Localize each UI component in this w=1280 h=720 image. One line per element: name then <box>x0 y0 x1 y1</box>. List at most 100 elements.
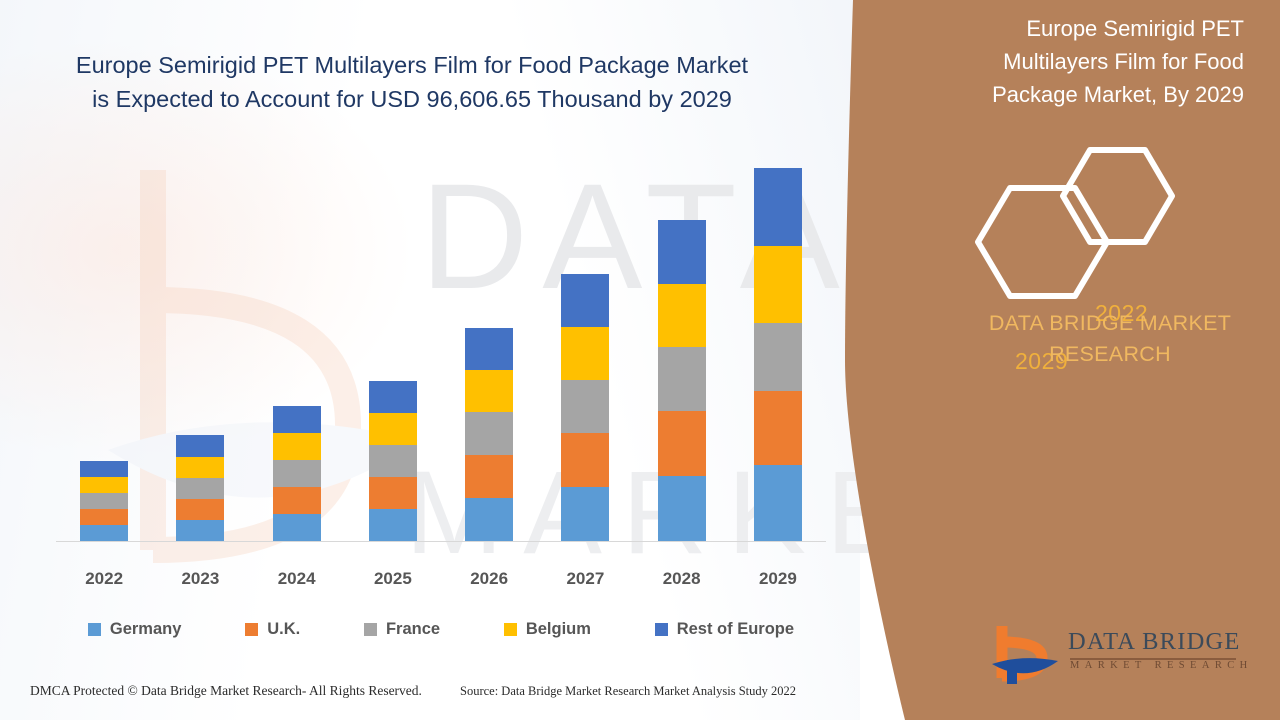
chart-legend: Germany U.K. France Belgium Rest of Europe <box>56 614 826 644</box>
bar-segment <box>272 433 321 460</box>
bar-segment <box>272 487 321 514</box>
bar-segment <box>176 435 225 457</box>
hexagon-group: 2022 2029 <box>940 130 1280 374</box>
bar-segment <box>368 445 417 477</box>
bar-segment <box>657 411 706 476</box>
legend-label: Germany <box>109 619 182 638</box>
bar-segment <box>753 246 802 323</box>
bar-segment <box>657 284 706 347</box>
legend-item[interactable]: Germany <box>87 619 182 639</box>
bar-segment <box>561 327 610 380</box>
data-bridge-logo-icon <box>992 626 1058 684</box>
logo-divider <box>1070 658 1236 660</box>
x-axis-label: 2028 <box>662 569 701 588</box>
stacked-bar-chart <box>56 150 826 562</box>
bar-segment <box>176 520 225 541</box>
hexagon-label-front: 2022 <box>1095 300 1149 326</box>
stacked-bar <box>465 328 514 541</box>
bar-segment <box>561 487 610 541</box>
x-axis-label: 2026 <box>470 569 509 588</box>
stacked-bar <box>272 406 321 541</box>
bar-segment <box>753 465 802 541</box>
x-axis-label: 2024 <box>277 569 316 588</box>
chart-bars <box>56 150 826 541</box>
panel-title-line-1: Europe Semirigid PET <box>1026 16 1244 41</box>
bar-column <box>640 220 724 541</box>
x-axis-label: 2022 <box>85 569 124 588</box>
x-axis-label: 2025 <box>373 569 412 588</box>
bar-segment <box>272 406 321 433</box>
page-title: Europe Semirigid PET Multilayers Film fo… <box>0 48 824 116</box>
bar-segment <box>753 168 802 246</box>
legend-swatch-icon <box>87 622 101 636</box>
bar-segment <box>465 412 514 455</box>
stacked-bar <box>80 461 129 541</box>
dmca-notice: DMCA Protected © Data Bridge Market Rese… <box>30 683 422 698</box>
bar-column <box>736 168 820 541</box>
x-axis-label: 2029 <box>758 569 797 588</box>
x-axis-label: 2023 <box>181 569 220 588</box>
stacked-bar <box>368 381 417 541</box>
bar-column <box>351 381 435 541</box>
stacked-bar <box>561 274 610 541</box>
bar-segment <box>465 328 514 370</box>
x-axis-line <box>56 541 826 542</box>
bar-segment <box>561 274 610 327</box>
legend-label: France <box>385 619 441 638</box>
bar-segment <box>753 323 802 391</box>
legend-label: Belgium <box>525 619 591 638</box>
brand-name-line-2: RESEARCH <box>1049 342 1171 366</box>
brand-name: DATA BRIDGE MARKET RESEARCH <box>940 308 1280 370</box>
bar-segment <box>561 380 610 433</box>
legend-swatch-icon <box>654 622 668 636</box>
legend-swatch-icon <box>503 622 517 636</box>
bar-column <box>543 274 627 541</box>
bar-segment <box>80 461 129 477</box>
bar-segment <box>80 477 129 493</box>
page-title-line-1: Europe Semirigid PET Multilayers Film fo… <box>75 52 749 78</box>
x-axis-labels: 2022 2023 2024 2025 2026 2027 2028 2029 <box>56 566 826 592</box>
bar-segment <box>176 457 225 478</box>
bar-segment <box>176 478 225 499</box>
logo-secondary-text: MARKET RESEARCH <box>1070 660 1253 671</box>
bar-segment <box>465 455 514 498</box>
logo-primary-text: DATA BRIDGE <box>1068 628 1241 655</box>
legend-item[interactable]: Rest of Europe <box>654 619 795 639</box>
bar-segment <box>465 498 514 541</box>
panel-title-line-3: Package Market, By 2029 <box>992 82 1244 107</box>
bar-column <box>158 435 242 541</box>
brand-panel: Europe Semirigid PET Multilayers Film fo… <box>940 0 1280 720</box>
chart-plot-area <box>56 150 826 552</box>
panel-title: Europe Semirigid PET Multilayers Film fo… <box>956 12 1244 111</box>
bar-segment <box>176 499 225 520</box>
bar-segment <box>272 460 321 487</box>
legend-swatch-icon <box>363 622 377 636</box>
bar-segment <box>657 220 706 284</box>
brand-name-line-1: DATA BRIDGE MARKET <box>988 311 1232 335</box>
bar-segment <box>80 525 129 541</box>
legend-item[interactable]: Belgium <box>503 619 591 639</box>
bar-segment <box>657 347 706 411</box>
hexagon-label-back: 2029 <box>1015 348 1069 374</box>
company-logo: DATA BRIDGE MARKET RESEARCH <box>990 624 1260 694</box>
bar-segment <box>561 433 610 487</box>
legend-item[interactable]: U.K. <box>245 620 300 639</box>
bar-column <box>255 406 339 541</box>
bar-segment <box>80 509 129 525</box>
bar-segment <box>368 509 417 541</box>
bar-segment <box>753 391 802 465</box>
bar-column <box>447 328 531 541</box>
legend-label: Rest of Europe <box>676 619 795 638</box>
panel-title-line-2: Multilayers Film for Food <box>1003 49 1244 74</box>
hexagon-shapes-icon <box>975 147 1175 299</box>
legend-swatch-icon <box>245 622 259 636</box>
bar-segment <box>272 514 321 541</box>
bar-segment <box>465 370 514 412</box>
stacked-bar <box>657 220 706 541</box>
bar-segment <box>657 476 706 541</box>
bar-segment <box>368 413 417 445</box>
legend-item[interactable]: France <box>363 619 441 639</box>
x-axis-label: 2027 <box>566 569 605 588</box>
source-note: Source: Data Bridge Market Research Mark… <box>460 684 797 698</box>
